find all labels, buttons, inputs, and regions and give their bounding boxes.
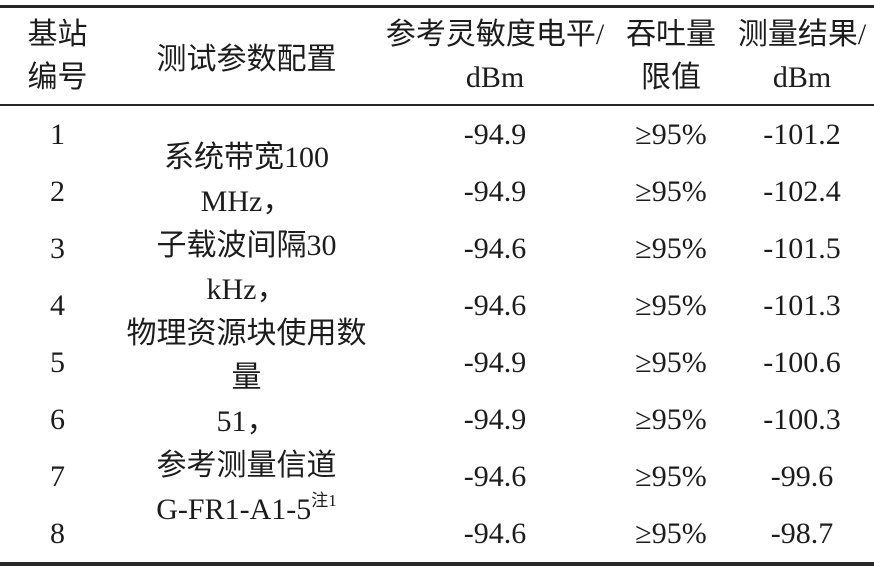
throughput-cell: ≥95%: [635, 402, 707, 436]
test-config-cell: 系统带宽100 MHz， 子载波间隔30 kHz， 物理资源块使用数量 51， …: [115, 105, 378, 564]
table-row: 7 -94.6 ≥95% -99.6: [0, 448, 874, 505]
result-cell: -101.5: [763, 231, 841, 265]
header-throughput-limit-line2: 限值: [641, 61, 701, 94]
result-cell: -100.3: [763, 402, 841, 436]
footnote-marker: 注1: [311, 491, 337, 510]
config-line-prb: 物理资源块使用数量: [126, 317, 367, 394]
table-row: 6 -94.9 ≥95% -100.3: [0, 391, 874, 448]
sensitivity-cell: -94.9: [463, 117, 527, 151]
header-measured-result-line2: dBm: [772, 61, 832, 94]
table-row: 8 -94.6 ≥95% -98.7: [0, 505, 874, 564]
header-ref-sensitivity-line2: dBm: [465, 61, 525, 94]
table-body: 1 系统带宽100 MHz， 子载波间隔30 kHz， 物理资源块使用数量 51…: [0, 105, 874, 564]
throughput-cell: ≥95%: [635, 231, 707, 265]
sensitivity-cell: -94.6: [463, 459, 527, 493]
station-id-cell: 1: [50, 117, 65, 151]
table-row: 3 -94.6 ≥95% -101.5: [0, 220, 874, 277]
table-row: 4 -94.6 ≥95% -101.3: [0, 277, 874, 334]
station-id-cell: 2: [50, 174, 65, 208]
throughput-cell: ≥95%: [635, 174, 707, 208]
header-throughput-limit: 吞吐量 限值: [612, 7, 730, 106]
config-line-bandwidth: 系统带宽100 MHz，: [164, 141, 329, 218]
throughput-cell: ≥95%: [635, 345, 707, 379]
config-line-subcarrier: 子载波间隔30 kHz，: [156, 229, 337, 306]
config-line-channel-id: G-FR1-A1-5注1: [115, 488, 378, 532]
throughput-cell: ≥95%: [635, 516, 707, 550]
header-throughput-limit-line1: 吞吐量: [626, 18, 716, 51]
header-measured-result-line1: 测量结果/: [737, 18, 867, 51]
station-id-cell: 7: [50, 459, 65, 493]
station-id-cell: 4: [50, 288, 65, 322]
throughput-cell: ≥95%: [635, 117, 707, 151]
table-header: 基站 编号 测试参数配置 参考灵敏度电平/ dBm 吞吐量 限值 测量结果/ d…: [0, 7, 874, 106]
header-station-id-line1: 基站: [27, 18, 88, 51]
table-row: 2 -94.9 ≥95% -102.4: [0, 163, 874, 220]
table-row: 1 系统带宽100 MHz， 子载波间隔30 kHz， 物理资源块使用数量 51…: [0, 105, 874, 527]
station-id-cell: 6: [50, 402, 65, 436]
header-ref-sensitivity-line1: 参考灵敏度电平/: [385, 18, 605, 51]
sensitivity-cell: -94.9: [463, 174, 527, 208]
sensitivity-cell: -94.6: [463, 231, 527, 265]
station-id-cell: 5: [50, 345, 65, 379]
config-line-prb-count: 51，: [216, 405, 277, 438]
station-id-cell: 3: [50, 231, 65, 265]
header-row: 基站 编号 测试参数配置 参考灵敏度电平/ dBm 吞吐量 限值 测量结果/ d…: [0, 7, 874, 106]
result-cell: -101.2: [763, 117, 841, 151]
header-ref-sensitivity: 参考灵敏度电平/ dBm: [378, 7, 612, 106]
throughput-cell: ≥95%: [635, 459, 707, 493]
header-test-config: 测试参数配置: [156, 43, 337, 76]
measurement-results-table: 基站 编号 测试参数配置 参考灵敏度电平/ dBm 吞吐量 限值 测量结果/ d…: [0, 5, 874, 566]
result-cell: -99.6: [770, 459, 834, 493]
table-row: 5 -94.9 ≥95% -100.6: [0, 334, 874, 391]
throughput-cell: ≥95%: [635, 288, 707, 322]
sensitivity-cell: -94.9: [463, 345, 527, 379]
header-station-id-line2: 编号: [27, 61, 88, 94]
sensitivity-cell: -94.9: [463, 402, 527, 436]
result-cell: -102.4: [763, 174, 841, 208]
header-station-id: 基站 编号: [0, 7, 115, 106]
result-cell: -101.3: [763, 288, 841, 322]
config-line-ref-channel: 参考测量信道: [156, 449, 337, 482]
sensitivity-cell: -94.6: [463, 288, 527, 322]
result-cell: -100.6: [763, 345, 841, 379]
sensitivity-cell: -94.6: [463, 516, 527, 550]
channel-id-text: G-FR1-A1-5: [156, 493, 312, 526]
result-cell: -98.7: [770, 516, 834, 550]
station-id-cell: 8: [50, 516, 65, 550]
header-measured-result: 测量结果/ dBm: [730, 7, 874, 106]
